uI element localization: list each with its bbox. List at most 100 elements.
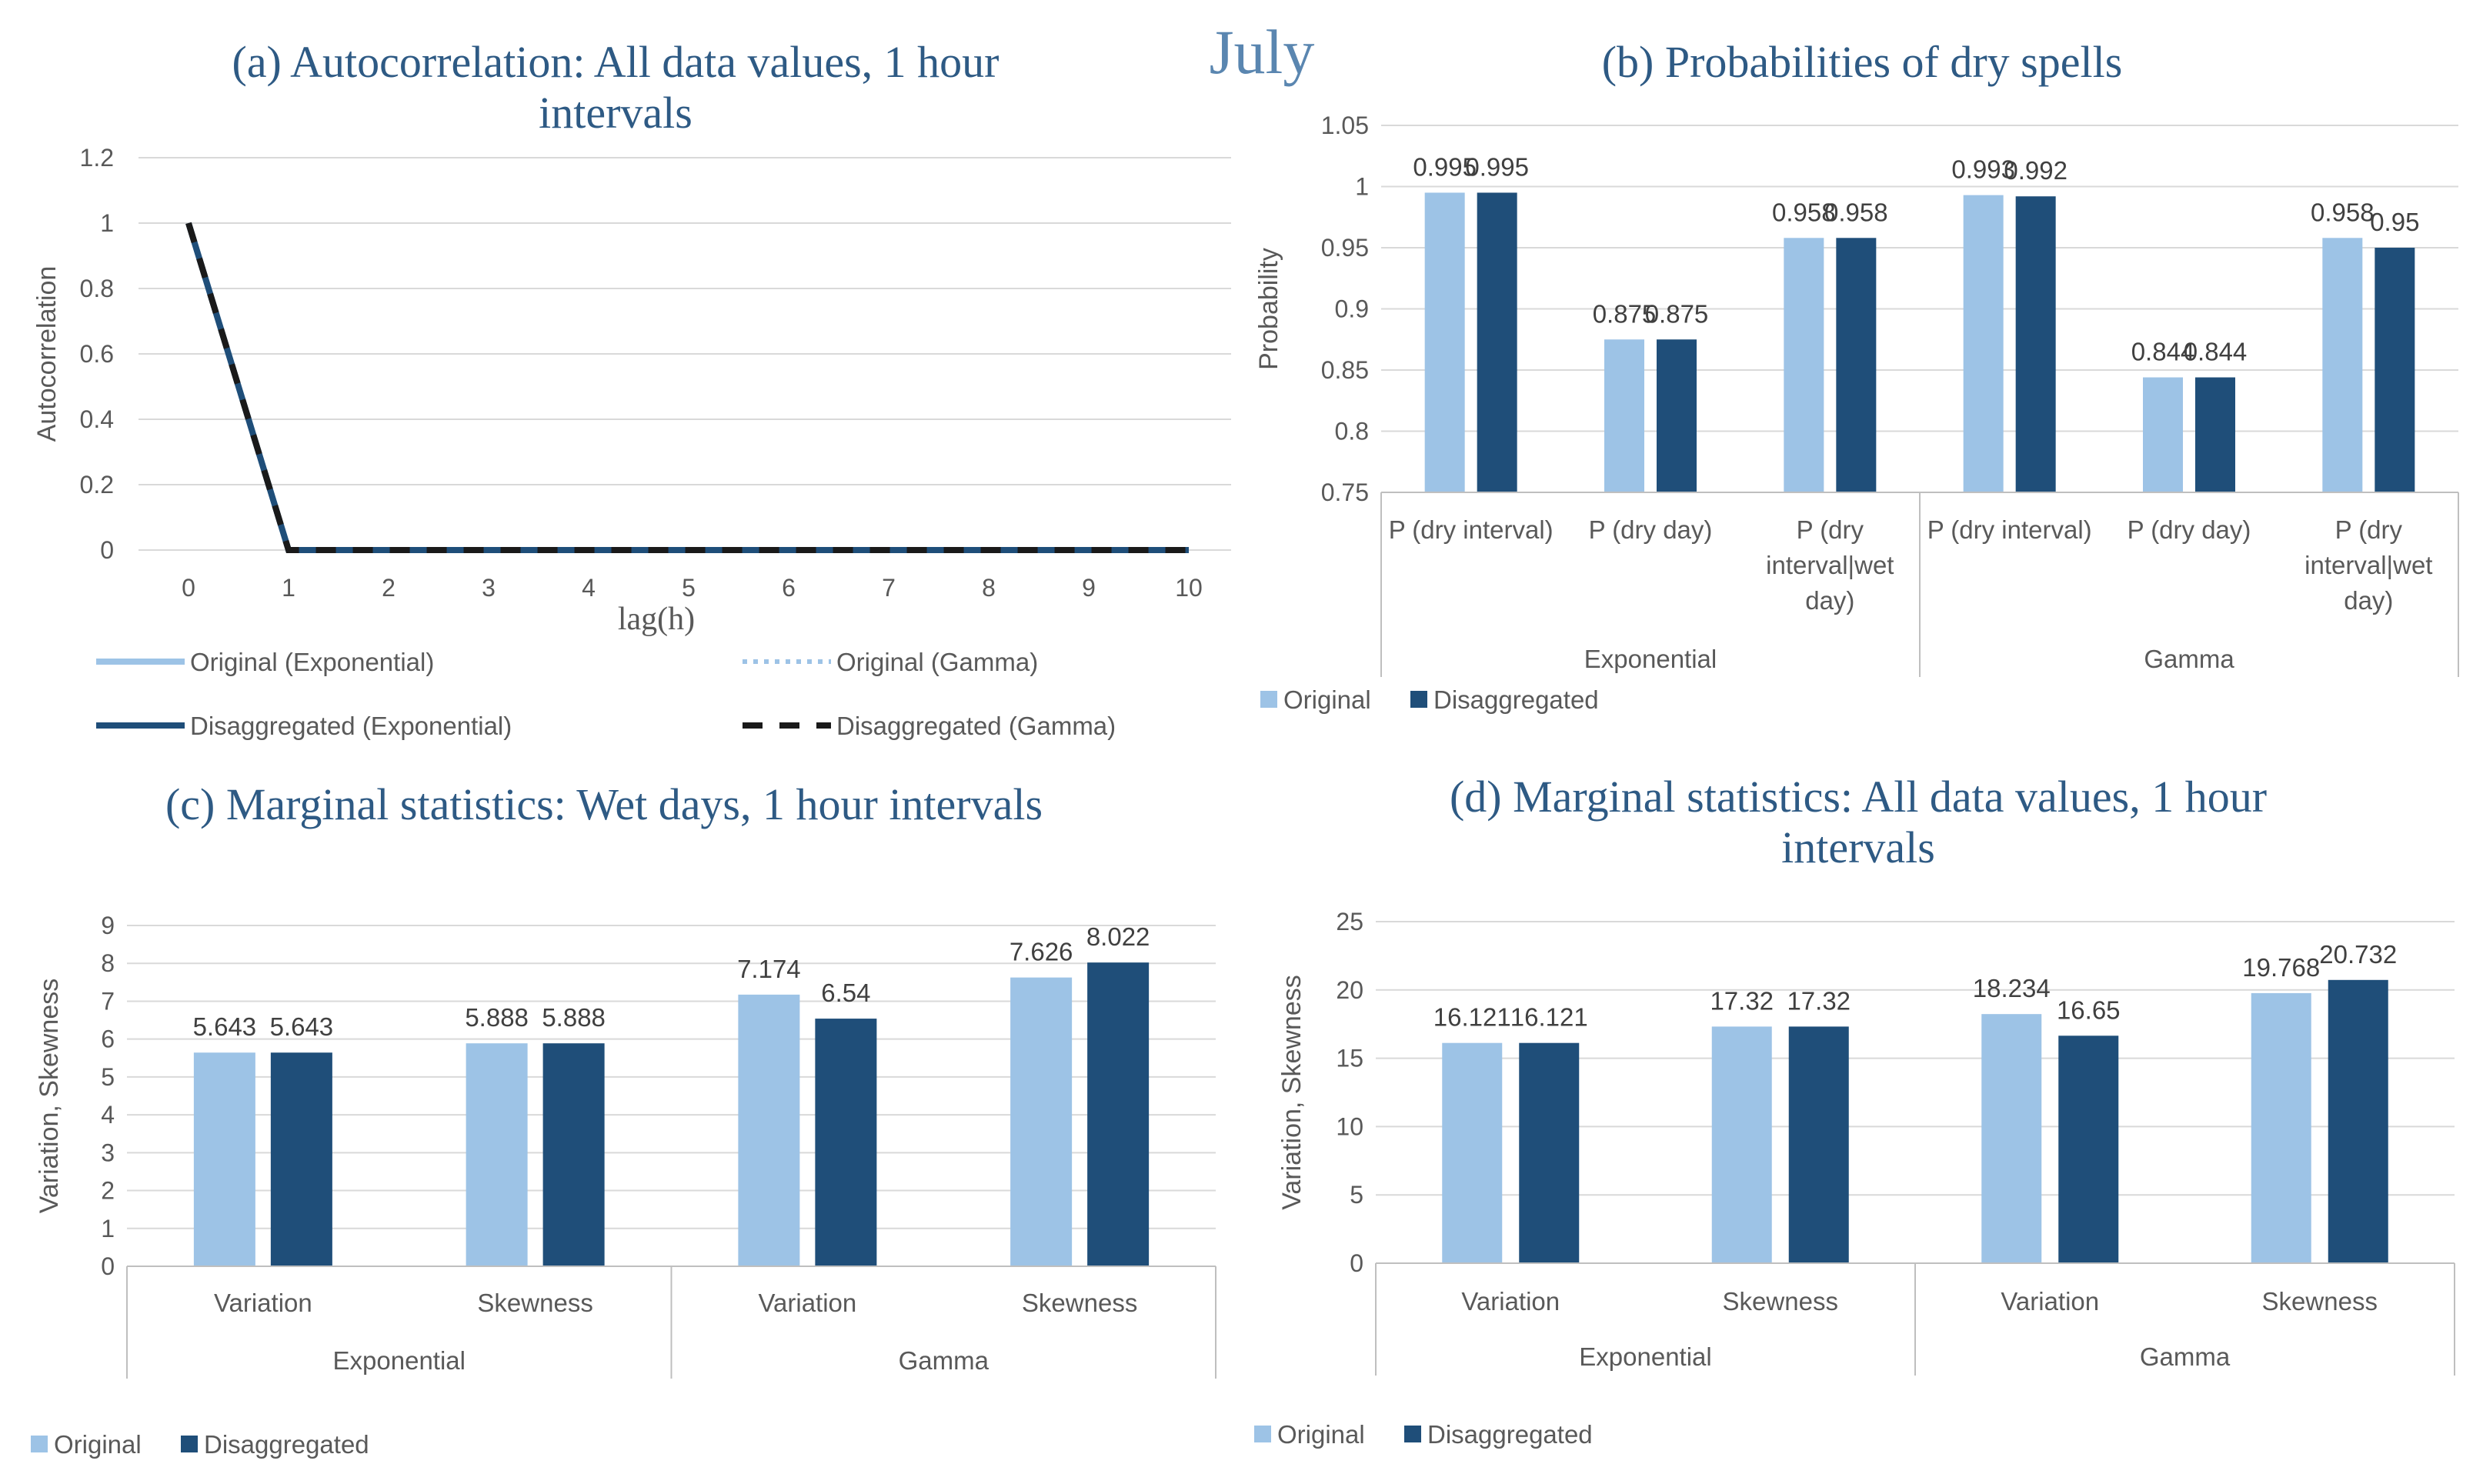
- chart-c-group-label: Exponential: [333, 1346, 466, 1375]
- chart-c-title-line: (c) Marginal statistics: Wet days, 1 hou…: [165, 779, 1043, 829]
- chart-c-legend-label: Disaggregated: [204, 1430, 369, 1459]
- chart-b-data-label: 0.875: [1645, 299, 1709, 328]
- chart-c-bar-disaggregated: [1087, 962, 1150, 1266]
- chart-c-legend-swatch-disaggregated: [181, 1436, 198, 1452]
- chart-d-data-label: 17.32: [1787, 986, 1851, 1015]
- chart-b-category-label: P (dry: [1797, 515, 1864, 544]
- chart-a-y-tick-label: 0.2: [80, 471, 114, 499]
- chart-a-y-tick-label: 1.2: [80, 144, 114, 172]
- chart-c-y-axis-title: Variation, Skewness: [35, 979, 64, 1214]
- chart-b-title-line: (b) Probabilities of dry spells: [1602, 37, 2123, 87]
- chart-b-data-label: 0.993: [1951, 155, 2015, 184]
- chart-d-bar-disaggregated: [2058, 1035, 2119, 1263]
- chart-b-y-tick-label: 0.75: [1321, 479, 1369, 506]
- chart-c-category-label: Variation: [214, 1289, 312, 1317]
- chart-b-bar-disaggregated: [2195, 377, 2235, 492]
- chart-b-data-label: 0.95: [2370, 208, 2419, 236]
- chart-d-data-label: 20.732: [2319, 940, 2397, 969]
- chart-d-category-label: Skewness: [1723, 1287, 1838, 1316]
- chart-c-data-label: 5.888: [542, 1003, 606, 1032]
- chart-a-x-tick-label: 10: [1175, 574, 1203, 602]
- panel-a-autocorrelation-chart: (a) Autocorrelation: All data values, 1 …: [32, 37, 1231, 740]
- chart-d-legend-swatch-disaggregated: [1404, 1426, 1421, 1442]
- chart-a-x-tick-label: 7: [882, 574, 896, 602]
- chart-b-category-label: P (dry day): [2128, 515, 2251, 544]
- chart-c-category-label: Skewness: [1022, 1289, 1137, 1317]
- panel-b-dry-spell-probabilities-chart: (b) Probabilities of dry spells 0.75 0.8 0.…: [1254, 37, 2459, 714]
- chart-d-bar-disaggregated: [1788, 1026, 1849, 1263]
- chart-c-bar-original: [193, 1052, 255, 1266]
- chart-a-x-tick-label: 2: [382, 574, 395, 602]
- chart-b-y-tick-label: 1: [1355, 173, 1369, 201]
- chart-a-x-axis-title: lag(h): [618, 602, 695, 637]
- chart-b-category-label: P (dry: [2335, 515, 2403, 544]
- chart-d-group-label: Exponential: [1579, 1342, 1711, 1371]
- chart-b-bar-disaggregated: [1657, 339, 1697, 492]
- chart-c-bar-original: [466, 1043, 528, 1266]
- chart-b-bar-original: [1784, 238, 1824, 492]
- chart-c-y-tick-label: 4: [101, 1101, 115, 1129]
- chart-c-bar-disaggregated: [542, 1043, 605, 1266]
- chart-b-data-label: 0.992: [2004, 156, 2067, 185]
- chart-d-group-label: Gamma: [2140, 1342, 2231, 1371]
- chart-c-y-tick-label: 0: [101, 1252, 115, 1280]
- chart-c-category-label: Variation: [758, 1289, 856, 1317]
- chart-c-data-label: 5.643: [270, 1012, 334, 1041]
- chart-d-data-label: 19.768: [2242, 953, 2320, 982]
- chart-d-data-label: 18.234: [1973, 974, 2051, 1002]
- chart-d-bar-disaggregated: [1519, 1042, 1580, 1263]
- chart-d-y-tick-label: 5: [1350, 1181, 1363, 1209]
- chart-c-data-label: 5.888: [465, 1003, 529, 1032]
- chart-b-y-tick-label: 0.95: [1321, 234, 1369, 262]
- chart-b-data-label: 0.995: [1465, 152, 1529, 181]
- chart-d-category-label: Variation: [1461, 1287, 1560, 1316]
- chart-b-bar-disaggregated: [2375, 248, 2415, 492]
- chart-b-category-label: P (dry interval): [1389, 515, 1554, 544]
- chart-a-x-tick-label: 5: [682, 574, 696, 602]
- chart-d-bar-original: [1442, 1042, 1503, 1263]
- chart-b-y-tick-label: 0.8: [1335, 418, 1369, 445]
- chart-a-x-tick-label: 8: [982, 574, 996, 602]
- chart-a-y-tick-label: 0.6: [80, 340, 114, 368]
- chart-b-data-label: 0.844: [2131, 338, 2195, 366]
- chart-c-bar-original: [738, 994, 800, 1266]
- chart-d-category-label: Skewness: [2262, 1287, 2378, 1316]
- chart-c-bar-disaggregated: [815, 1019, 877, 1266]
- chart-c-data-label: 7.174: [737, 955, 801, 983]
- chart-b-bar-original: [2143, 377, 2183, 492]
- panel-d-all-values-marginal-statistics-chart: (d) Marginal statistics: All data values…: [1254, 772, 2455, 1449]
- month-label: July: [1210, 17, 1315, 87]
- chart-b-bar-disaggregated: [2015, 196, 2056, 492]
- chart-c-y-tick-label: 5: [101, 1063, 115, 1091]
- chart-b-bar-original: [1604, 339, 1644, 492]
- chart-b-legend-label: Original: [1283, 685, 1371, 714]
- chart-a-series-line: [185, 222, 1189, 553]
- chart-b-y-axis-title: Probability: [1254, 248, 1283, 370]
- chart-b-y-tick-label: 0.9: [1335, 295, 1369, 323]
- chart-a-legend-label: Original (Exponential): [190, 648, 434, 676]
- chart-d-title-line: intervals: [1781, 822, 1935, 872]
- chart-d-y-tick-label: 20: [1336, 976, 1363, 1004]
- chart-b-data-label: 0.875: [1593, 299, 1657, 328]
- chart-a-series-line: [186, 222, 1189, 552]
- chart-b-legend-swatch-original: [1260, 691, 1277, 708]
- chart-c-data-label: 6.54: [821, 979, 870, 1007]
- chart-a-title-line: (a) Autocorrelation: All data values, 1 …: [232, 37, 1000, 87]
- chart-b-category-label: day): [1805, 586, 1854, 615]
- chart-d-data-label: 16.121: [1433, 1003, 1511, 1032]
- chart-b-y-tick-label: 0.85: [1321, 356, 1369, 384]
- chart-a-x-tick-label: 0: [182, 574, 195, 602]
- chart-d-data-label: 17.32: [1710, 986, 1774, 1015]
- chart-a-legend-label: Disaggregated (Gamma): [836, 712, 1116, 740]
- chart-c-bar-disaggregated: [270, 1052, 332, 1266]
- chart-d-category-label: Variation: [2001, 1287, 2099, 1316]
- chart-a-series-line: [185, 222, 1189, 553]
- chart-b-bar-disaggregated: [1477, 192, 1517, 492]
- chart-b-category-label: interval|wet: [1766, 551, 1894, 579]
- chart-a-legend-label: Disaggregated (Exponential): [190, 712, 512, 740]
- chart-b-y-tick-label: 1.05: [1321, 112, 1369, 139]
- chart-d-legend-label: Original: [1277, 1420, 1365, 1449]
- chart-b-legend-swatch-disaggregated: [1410, 691, 1427, 708]
- chart-a-x-tick-label: 3: [482, 574, 496, 602]
